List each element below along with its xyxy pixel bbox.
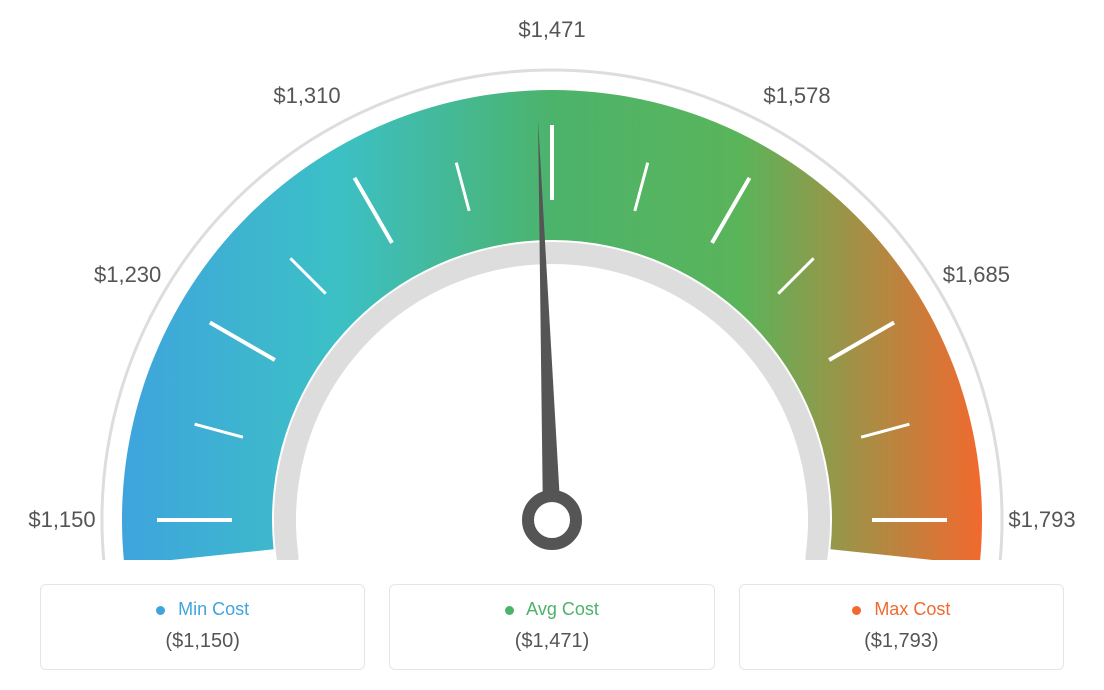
legend-value-min: ($1,150) (51, 630, 354, 653)
legend-dot-avg (505, 606, 514, 615)
cost-gauge-container: $1,150 $1,230 $1,310 $1,471 $1,578 $1,685 $1,7… (0, 0, 1104, 690)
legend-value-avg: ($1,471) (400, 630, 703, 653)
gauge-area: $1,150 $1,230 $1,310 $1,471 $1,578 $1,685 $1,7… (0, 0, 1104, 560)
legend-title-min: Min Cost (51, 599, 354, 620)
legend-value-max: ($1,793) (750, 630, 1053, 653)
gauge-tick-label: $1,150 (12, 507, 112, 533)
legend-title-max: Max Cost (750, 599, 1053, 620)
legend-title-avg: Avg Cost (400, 599, 703, 620)
gauge-tick-label: $1,685 (926, 262, 1026, 288)
legend-card-avg: Avg Cost ($1,471) (389, 584, 714, 670)
gauge-tick-label: $1,230 (78, 262, 178, 288)
gauge-tick-label: $1,310 (257, 83, 357, 109)
legend-card-min: Min Cost ($1,150) (40, 584, 365, 670)
legend-dot-min (156, 606, 165, 615)
legend-card-max: Max Cost ($1,793) (739, 584, 1064, 670)
legend-label-min: Min Cost (178, 599, 249, 619)
legend-label-avg: Avg Cost (526, 599, 599, 619)
gauge-tick-label: $1,471 (502, 17, 602, 43)
legend-dot-max (852, 606, 861, 615)
legend-label-max: Max Cost (874, 599, 950, 619)
legend-row: Min Cost ($1,150) Avg Cost ($1,471) Max … (40, 584, 1064, 670)
gauge-tick-label: $1,793 (992, 507, 1092, 533)
gauge-tick-label: $1,578 (747, 83, 847, 109)
